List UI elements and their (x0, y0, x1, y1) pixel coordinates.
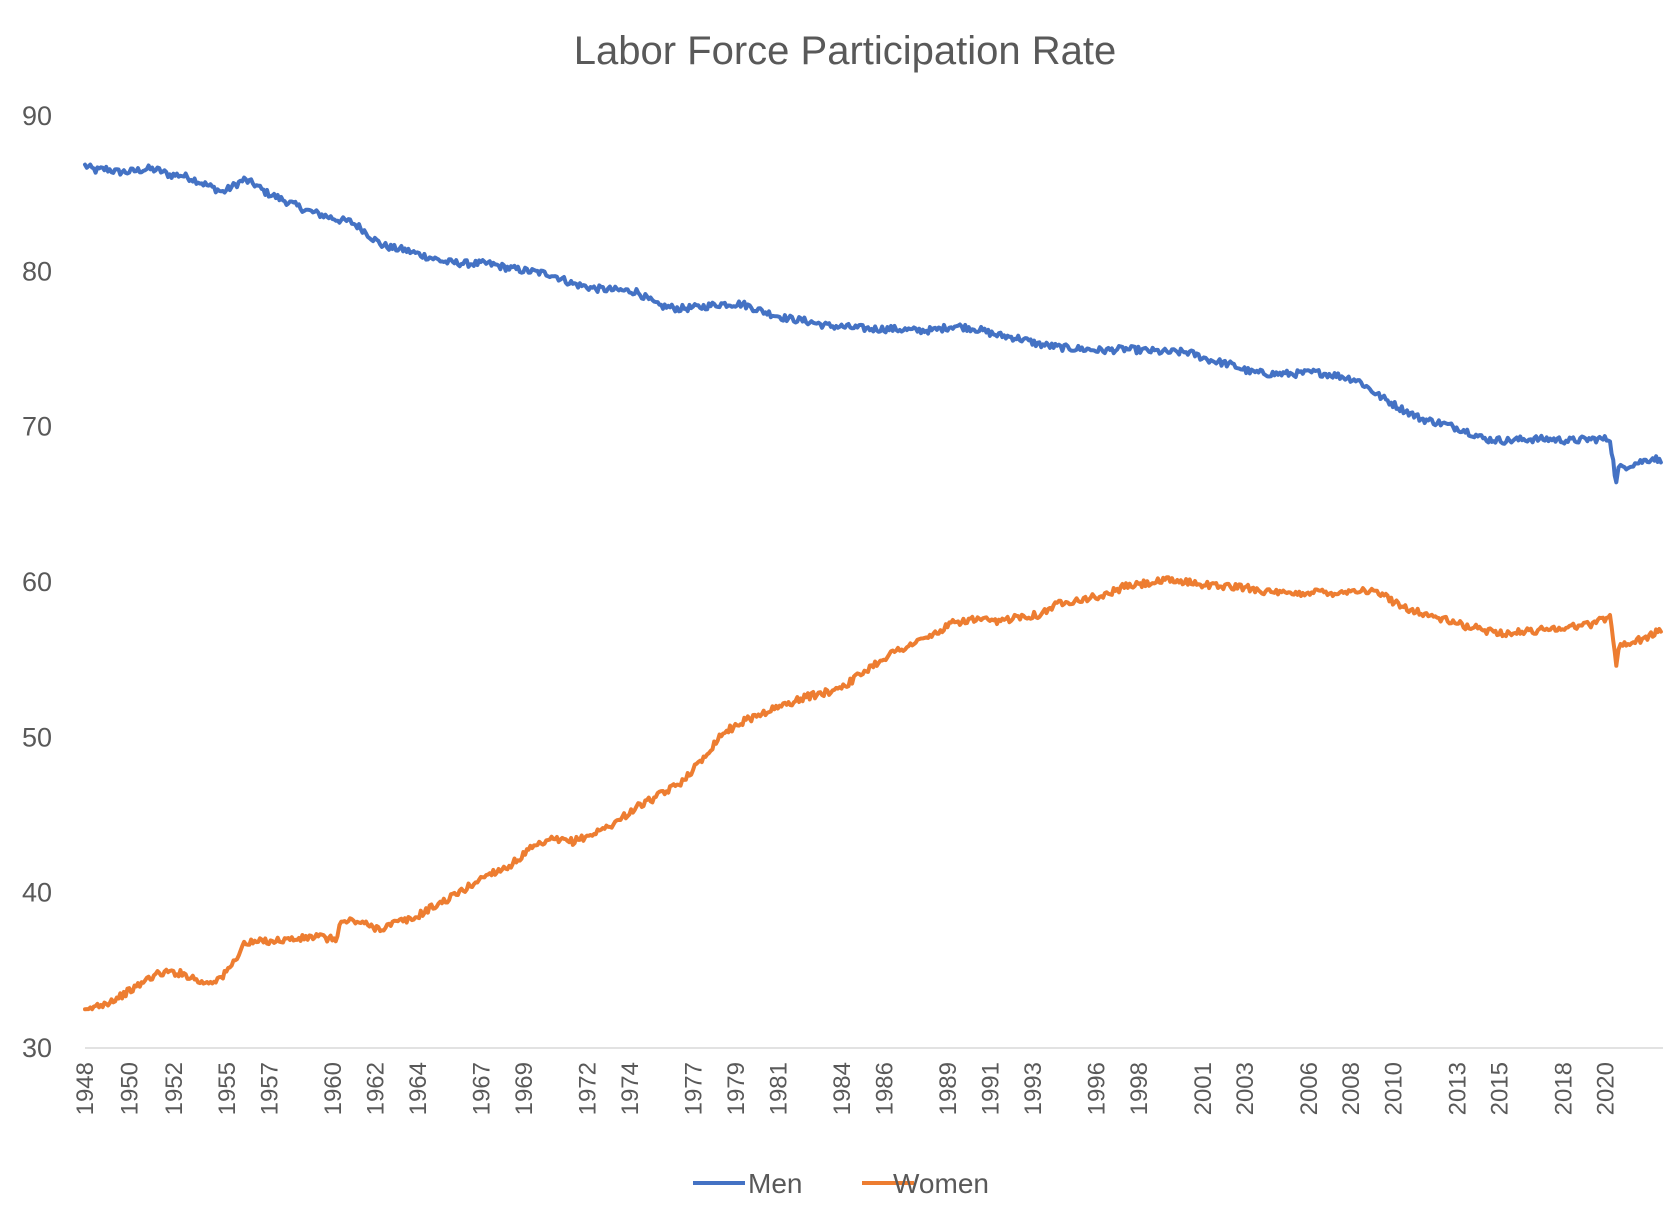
x-tick-label: 2020 (1593, 1062, 1620, 1115)
y-axis: 30 40 50 60 70 80 90 (22, 101, 52, 1063)
x-tick-label: 1960 (320, 1062, 347, 1115)
x-tick-label: 1979 (723, 1062, 750, 1115)
x-tick-label: 1950 (117, 1062, 144, 1115)
y-tick-label: 30 (22, 1033, 52, 1063)
x-tick-label: 1962 (363, 1062, 390, 1115)
x-tick-label: 1984 (829, 1062, 856, 1115)
legend: Men Women (693, 1168, 989, 1199)
y-tick-label: 80 (22, 256, 52, 286)
x-tick-label: 1989 (935, 1062, 962, 1115)
x-tick-label: 1991 (978, 1062, 1005, 1115)
x-tick-label: 1957 (257, 1062, 284, 1115)
x-tick-label: 1981 (766, 1062, 793, 1115)
legend-label-women: Women (893, 1168, 989, 1199)
x-tick-label: 1964 (405, 1062, 432, 1115)
x-tick-label: 2008 (1338, 1062, 1365, 1115)
series-line-women (83, 575, 1663, 1012)
x-tick-label: 1948 (72, 1062, 99, 1115)
x-tick-label: 1969 (511, 1062, 538, 1115)
x-tick-label: 1972 (575, 1062, 602, 1115)
x-tick-label: 2003 (1232, 1062, 1259, 1115)
y-tick-label: 70 (22, 412, 52, 442)
legend-label-men: Men (748, 1168, 802, 1199)
x-tick-label: 1967 (469, 1062, 496, 1115)
y-tick-label: 60 (22, 567, 52, 597)
x-tick-label: 2015 (1487, 1062, 1514, 1115)
x-tick-label: 1996 (1084, 1062, 1111, 1115)
x-tick-label: 2010 (1381, 1062, 1408, 1115)
x-tick-label: 1993 (1020, 1062, 1047, 1115)
series-group (83, 162, 1663, 1012)
x-tick-label: 2001 (1190, 1062, 1217, 1115)
y-tick-label: 90 (22, 101, 52, 131)
y-tick-label: 50 (22, 722, 52, 752)
x-tick-label: 1998 (1126, 1062, 1153, 1115)
series-line-men (83, 162, 1663, 485)
x-tick-label: 2013 (1444, 1062, 1471, 1115)
x-axis: 1948 1950 1952 1955 1957 1960 1962 1964 1967 1969… (72, 1062, 1620, 1115)
x-tick-label: 2006 (1296, 1062, 1323, 1115)
x-tick-label: 1977 (681, 1062, 708, 1115)
x-tick-label: 1986 (872, 1062, 899, 1115)
x-tick-label: 1952 (161, 1062, 188, 1115)
y-tick-label: 40 (22, 878, 52, 908)
x-tick-label: 2018 (1550, 1062, 1577, 1115)
x-tick-label: 1955 (214, 1062, 241, 1115)
x-tick-label: 1974 (617, 1062, 644, 1115)
chart-title: Labor Force Participation Rate (574, 29, 1117, 73)
